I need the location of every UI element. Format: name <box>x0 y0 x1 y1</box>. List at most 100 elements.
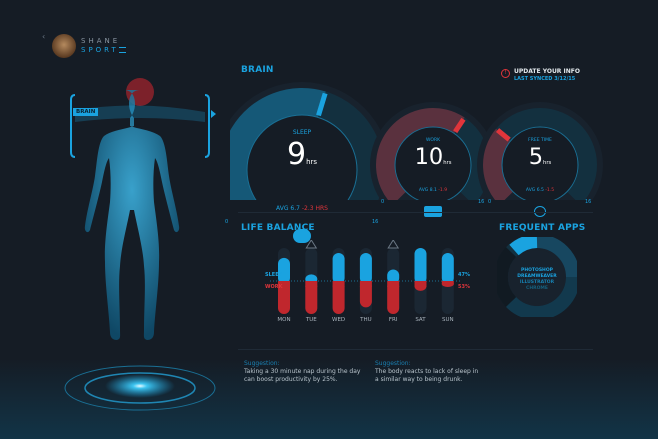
update-info-link[interactable]: UPDATE YOUR INFO <box>514 68 580 75</box>
sleep-percent: 47% <box>458 272 470 278</box>
work-bar-top <box>414 281 427 287</box>
life-balance-chart <box>270 240 460 314</box>
work-bar-top <box>332 281 345 287</box>
gauge-needle <box>316 92 328 117</box>
brain-title: BRAIN <box>241 65 274 75</box>
day-label: FRI <box>388 317 398 323</box>
gauge-delta: -2.3 HRS <box>301 205 328 212</box>
gauge-min: 0 <box>225 219 229 226</box>
day-label: SAT <box>415 317 426 323</box>
gauge-value-wrap: 10hrs <box>393 144 473 170</box>
floor-glow <box>0 359 658 439</box>
app-item[interactable]: PHOTOSHOP <box>521 268 553 273</box>
gauge-avg-row: AVG 6.5 -1.5 <box>500 188 580 193</box>
sleep-bar[interactable] <box>359 252 372 284</box>
app-item[interactable]: DREAMWEAVER <box>517 274 557 279</box>
gauge-needle <box>495 128 511 142</box>
suggestion-text: The body reacts to lack of sleep in a si… <box>375 368 479 383</box>
suggestion-label: Suggestion: <box>244 360 280 367</box>
gauge-value: 5 <box>528 143 544 170</box>
sleep-bar[interactable] <box>278 257 290 284</box>
gauge-inner <box>501 126 579 200</box>
work-bar[interactable] <box>305 281 318 314</box>
back-icon[interactable]: ‹ <box>42 32 46 41</box>
gauge-unit: hrs <box>543 159 552 166</box>
suggestion-text: Taking a 30 minute nap during the day ca… <box>244 368 361 383</box>
work-bar-top <box>387 281 400 287</box>
body-hologram <box>64 78 216 411</box>
sleep-bar[interactable] <box>441 252 454 284</box>
brand-line1: SHANE <box>81 37 121 45</box>
app-item[interactable]: CHROME <box>526 286 548 291</box>
brand-line2: SPORT <box>81 46 119 54</box>
gauge-unit: hrs <box>443 159 452 166</box>
gauges <box>230 82 603 200</box>
life-balance-title: LIFE BALANCE <box>241 223 315 233</box>
gauge-needle <box>453 117 466 134</box>
donut-segment[interactable] <box>497 247 517 307</box>
donut-segment[interactable] <box>505 276 577 317</box>
donut-segment[interactable] <box>536 237 577 278</box>
work-label: WORK <box>265 284 283 290</box>
gauge-avg: AVG 8.1 <box>418 188 437 193</box>
work-bar[interactable] <box>387 281 400 314</box>
gauge-avg-row: AVG 8.1 -1.9 <box>393 188 473 193</box>
gauge-track <box>230 88 384 200</box>
alert-icon[interactable]: ! <box>501 69 510 78</box>
day-label: THU <box>360 317 372 323</box>
sleep-label: SLEEP <box>265 272 283 278</box>
sleep-bar[interactable] <box>414 248 427 284</box>
gauge-value-wrap: 9hrs <box>262 137 342 172</box>
day-label: TUE <box>305 317 317 323</box>
gauge-value: 9 <box>286 137 307 172</box>
gauge-avg-row: AVG 6.7 -2.3 HRS <box>262 205 342 212</box>
app-item[interactable]: ILLUSTRATOR <box>519 280 555 285</box>
work-bar[interactable] <box>332 281 345 314</box>
last-synced: LAST SYNCED 3/12/15 <box>514 76 576 82</box>
work-bar[interactable] <box>359 281 372 308</box>
divider <box>238 212 593 213</box>
day-label: WED <box>332 317 346 323</box>
gauge-track <box>483 108 597 200</box>
work-percent: 53% <box>458 284 470 290</box>
work-bar-top <box>278 281 290 287</box>
work-bar[interactable] <box>278 281 290 314</box>
gauge-delta: -1.5 <box>545 188 555 193</box>
gauge-min: 0 <box>381 199 385 206</box>
day-label: MON <box>277 317 291 323</box>
gauge-label: SLEEP <box>292 129 312 136</box>
gauge-max: 16 <box>372 219 379 226</box>
frequent-apps-title: FREQUENT APPS <box>499 223 586 233</box>
gauge-value-wrap: 5hrs <box>500 144 580 170</box>
apps-donut <box>497 237 577 317</box>
work-bar-top <box>305 281 318 287</box>
gauge-max: 16 <box>585 199 592 206</box>
suggestion-label: Suggestion: <box>375 360 411 367</box>
briefcase-icon <box>424 206 442 218</box>
work-bar-top <box>359 281 372 287</box>
suggestion-1: Suggestion: Taking a 30 minute nap during… <box>244 360 364 384</box>
gauge-avg: AVG 6.5 <box>525 188 544 193</box>
brain-icon <box>293 229 311 244</box>
day-label: SUN <box>441 317 454 323</box>
donut-segment[interactable] <box>509 237 538 256</box>
work-bar-top <box>441 281 454 285</box>
gauge-delta: -1.9 <box>438 188 448 193</box>
gauge-min: 0 <box>488 199 492 206</box>
warning-icon <box>387 240 400 249</box>
warning-icon <box>305 240 318 249</box>
gauge-inner <box>246 114 358 200</box>
sleep-bar[interactable] <box>387 269 400 284</box>
clock-icon <box>534 206 546 218</box>
suggestion-2: Suggestion: The body reacts to lack of sl… <box>375 360 480 384</box>
avatar <box>52 34 76 58</box>
sleep-bar[interactable] <box>332 252 345 284</box>
gauge-max: 16 <box>478 199 485 206</box>
gauge-inner <box>394 126 472 200</box>
body-tag-brain[interactable]: BRAIN <box>73 108 99 116</box>
menu-icon[interactable] <box>119 47 126 53</box>
gauge-label: FREE TIME <box>528 137 552 143</box>
gauge-fill <box>230 88 326 200</box>
gauge-avg: AVG 6.7 <box>276 205 300 212</box>
gauge-unit: hrs <box>306 158 318 166</box>
